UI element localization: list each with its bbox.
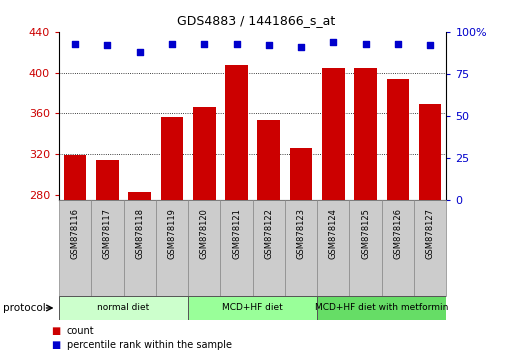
FancyBboxPatch shape bbox=[156, 200, 188, 296]
Text: MCD+HF diet: MCD+HF diet bbox=[222, 303, 283, 313]
Text: GSM878120: GSM878120 bbox=[200, 208, 209, 258]
Point bbox=[329, 39, 338, 45]
FancyBboxPatch shape bbox=[124, 200, 156, 296]
Bar bbox=[387, 79, 409, 200]
Point bbox=[394, 41, 402, 46]
FancyBboxPatch shape bbox=[382, 200, 414, 296]
Text: ■: ■ bbox=[51, 326, 61, 336]
Text: GSM878123: GSM878123 bbox=[297, 208, 306, 259]
Point bbox=[362, 41, 370, 46]
Bar bbox=[128, 192, 151, 200]
FancyBboxPatch shape bbox=[188, 200, 221, 296]
FancyBboxPatch shape bbox=[414, 200, 446, 296]
Text: percentile rank within the sample: percentile rank within the sample bbox=[67, 340, 232, 350]
Bar bbox=[258, 120, 280, 200]
Text: normal diet: normal diet bbox=[97, 303, 150, 313]
Text: GSM878127: GSM878127 bbox=[426, 208, 435, 259]
Text: count: count bbox=[67, 326, 94, 336]
Bar bbox=[354, 68, 377, 200]
Text: MCD+HF diet with metformin: MCD+HF diet with metformin bbox=[315, 303, 448, 313]
FancyBboxPatch shape bbox=[252, 200, 285, 296]
Text: GSM878124: GSM878124 bbox=[329, 208, 338, 258]
Text: protocol: protocol bbox=[3, 303, 45, 313]
Bar bbox=[225, 65, 248, 200]
FancyBboxPatch shape bbox=[221, 200, 252, 296]
Text: GSM878117: GSM878117 bbox=[103, 208, 112, 259]
Text: GSM878116: GSM878116 bbox=[71, 208, 80, 259]
Point bbox=[71, 41, 79, 46]
Text: GDS4883 / 1441866_s_at: GDS4883 / 1441866_s_at bbox=[177, 14, 336, 27]
Bar bbox=[290, 148, 312, 200]
Text: GSM878125: GSM878125 bbox=[361, 208, 370, 258]
Point bbox=[265, 42, 273, 48]
Text: GSM878122: GSM878122 bbox=[264, 208, 273, 258]
Point bbox=[168, 41, 176, 46]
Bar bbox=[64, 155, 86, 200]
Bar bbox=[419, 104, 442, 200]
Point bbox=[103, 42, 111, 48]
Point bbox=[200, 41, 208, 46]
Point bbox=[135, 49, 144, 55]
FancyBboxPatch shape bbox=[285, 200, 317, 296]
FancyBboxPatch shape bbox=[59, 200, 91, 296]
Text: ■: ■ bbox=[51, 340, 61, 350]
Point bbox=[297, 44, 305, 50]
Bar bbox=[161, 118, 183, 200]
Text: GSM878119: GSM878119 bbox=[167, 208, 176, 258]
Bar bbox=[322, 68, 345, 200]
FancyBboxPatch shape bbox=[188, 296, 317, 320]
FancyBboxPatch shape bbox=[317, 296, 446, 320]
Bar bbox=[96, 160, 119, 200]
FancyBboxPatch shape bbox=[59, 296, 188, 320]
Point bbox=[232, 41, 241, 46]
Point bbox=[426, 42, 435, 48]
Text: GSM878121: GSM878121 bbox=[232, 208, 241, 258]
Bar bbox=[193, 107, 215, 200]
FancyBboxPatch shape bbox=[317, 200, 349, 296]
FancyBboxPatch shape bbox=[349, 200, 382, 296]
Text: GSM878126: GSM878126 bbox=[393, 208, 402, 259]
Text: GSM878118: GSM878118 bbox=[135, 208, 144, 259]
FancyBboxPatch shape bbox=[91, 200, 124, 296]
